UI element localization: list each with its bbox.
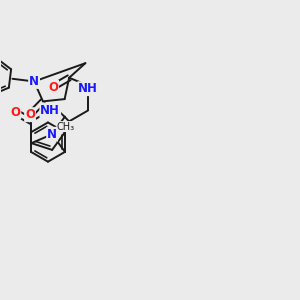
Text: N: N — [29, 75, 39, 88]
Text: NH: NH — [40, 104, 60, 117]
Text: CH₃: CH₃ — [57, 122, 75, 132]
Text: O: O — [48, 80, 58, 94]
Text: NH: NH — [78, 82, 98, 95]
Text: O: O — [11, 106, 20, 118]
Text: O: O — [25, 108, 35, 121]
Text: N: N — [47, 128, 57, 141]
